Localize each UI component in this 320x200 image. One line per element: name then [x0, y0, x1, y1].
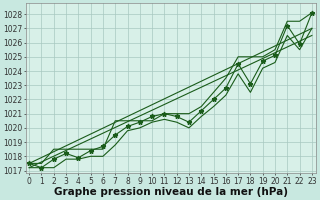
X-axis label: Graphe pression niveau de la mer (hPa): Graphe pression niveau de la mer (hPa)	[53, 187, 288, 197]
